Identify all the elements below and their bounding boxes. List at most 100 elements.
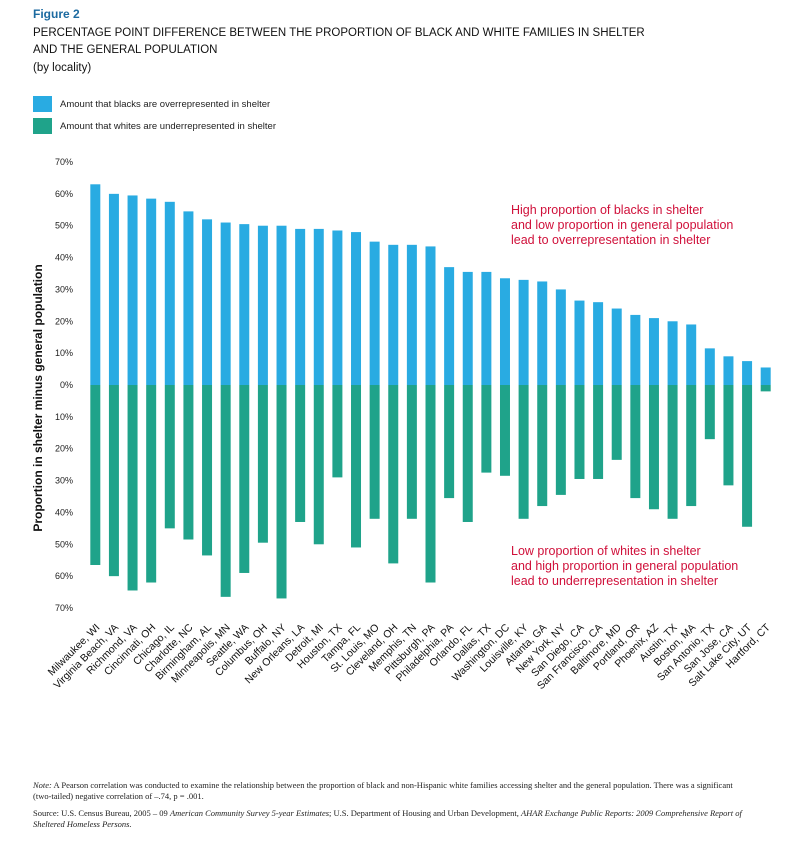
y-tick-label: 70% <box>55 603 73 613</box>
bar <box>444 385 455 499</box>
bar <box>648 385 659 510</box>
bar <box>630 385 641 499</box>
bar <box>667 321 678 385</box>
legend-label: Amount that whites are underrepresented … <box>60 121 276 132</box>
bar <box>108 193 119 385</box>
bar <box>146 198 157 385</box>
bar <box>686 385 697 507</box>
bar <box>276 225 287 385</box>
bar <box>146 385 157 583</box>
y-tick-label: 20% <box>55 316 73 326</box>
figure-label: Figure 2 <box>33 7 80 21</box>
y-tick-label: 60% <box>55 571 73 581</box>
note: Note: A Pearson correlation was conducte… <box>33 780 753 802</box>
chart: Figure 2 PERCENTAGE POINT DIFFERENCE BET… <box>31 7 773 692</box>
bar <box>90 184 101 385</box>
bar <box>593 385 604 479</box>
y-tick-label: 60% <box>55 189 73 199</box>
bar <box>444 267 455 385</box>
bar <box>760 385 771 392</box>
bar <box>574 385 585 479</box>
bar <box>537 281 548 385</box>
annotation: lead to overrepresentation in shelter <box>511 233 710 247</box>
bar <box>406 385 417 519</box>
bar <box>555 385 566 495</box>
bar <box>220 222 231 385</box>
annotation: and low proportion in general population <box>511 218 733 232</box>
bar <box>537 385 548 507</box>
y-tick-label: 30% <box>55 476 73 486</box>
bar <box>723 356 734 385</box>
bar <box>127 385 138 591</box>
bar <box>425 385 436 583</box>
bar <box>164 385 175 529</box>
bar <box>704 385 715 440</box>
bar <box>555 289 566 385</box>
bar <box>667 385 678 519</box>
bar <box>220 385 231 597</box>
bar <box>257 225 268 385</box>
bar <box>332 230 343 385</box>
bar <box>257 385 268 543</box>
bar <box>518 385 529 519</box>
bar <box>611 308 622 385</box>
bar <box>499 385 510 476</box>
bar <box>704 348 715 385</box>
y-tick-label: 40% <box>55 507 73 517</box>
chart-title: PERCENTAGE POINT DIFFERENCE BETWEEN THE … <box>33 27 645 39</box>
note-text: A Pearson correlation was conducted to e… <box>33 780 733 801</box>
bar <box>351 232 362 385</box>
bar <box>295 228 306 385</box>
bar <box>462 271 473 385</box>
bar <box>406 244 417 385</box>
bar <box>183 385 194 540</box>
annotation: lead to underrepresentation in shelter <box>511 574 718 588</box>
bar <box>183 211 194 385</box>
y-tick-label: 50% <box>55 221 73 231</box>
bar <box>648 318 659 385</box>
bar <box>611 385 622 460</box>
bar <box>351 385 362 548</box>
bar <box>760 367 771 385</box>
bar <box>630 314 641 385</box>
note-text: Note: <box>33 780 52 790</box>
bar <box>481 385 492 473</box>
bar <box>108 385 119 577</box>
bar <box>164 201 175 385</box>
legend-swatch <box>33 96 52 112</box>
bar <box>499 278 510 385</box>
bar <box>313 228 324 385</box>
note: Source: U.S. Census Bureau, 2005 – 09 Am… <box>33 808 753 830</box>
y-tick-label: 40% <box>55 253 73 263</box>
annotation: Low proportion of whites in shelter <box>511 544 701 558</box>
bar <box>239 385 250 573</box>
note-text: Source: U.S. Census Bureau, 2005 – 09 <box>33 808 170 818</box>
bar <box>425 246 436 385</box>
y-tick-label: 10% <box>55 348 73 358</box>
bar <box>369 241 380 385</box>
bar <box>462 385 473 522</box>
note-text: AHAR Exchange Public Reports: 2009 Compr… <box>33 808 742 829</box>
y-axis-label: Proportion in shelter minus general popu… <box>31 264 45 531</box>
bar <box>202 385 213 556</box>
y-tick-label: 30% <box>55 284 73 294</box>
y-tick-label: 70% <box>55 157 73 167</box>
note-text: ; U.S. Department of Housing and Urban D… <box>329 808 521 818</box>
bar <box>276 385 287 599</box>
bar <box>742 385 753 527</box>
bar <box>593 302 604 385</box>
y-tick-label: 20% <box>55 444 73 454</box>
bar <box>313 385 324 545</box>
chart-title: AND THE GENERAL POPULATION <box>33 44 217 56</box>
y-tick-label: 10% <box>55 412 73 422</box>
bar <box>127 195 138 385</box>
bar <box>295 385 306 522</box>
note-text: American Community Survey 5-year Estimat… <box>169 808 330 818</box>
bar <box>686 324 697 385</box>
bar <box>518 279 529 385</box>
chart-subtitle: (by locality) <box>33 62 91 74</box>
bar <box>239 224 250 385</box>
bar <box>723 385 734 486</box>
bar <box>481 271 492 385</box>
